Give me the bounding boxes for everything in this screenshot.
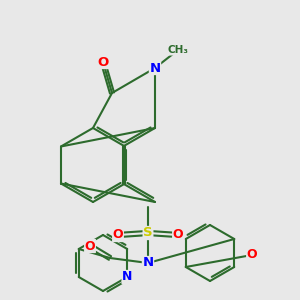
- Text: O: O: [173, 229, 183, 242]
- Text: N: N: [142, 256, 154, 269]
- Text: O: O: [98, 56, 109, 68]
- Text: N: N: [122, 271, 132, 284]
- Text: CH₃: CH₃: [167, 45, 188, 55]
- Text: O: O: [85, 239, 95, 253]
- Text: S: S: [143, 226, 153, 239]
- Text: O: O: [247, 248, 257, 262]
- Text: O: O: [113, 229, 123, 242]
- Text: N: N: [149, 61, 161, 74]
